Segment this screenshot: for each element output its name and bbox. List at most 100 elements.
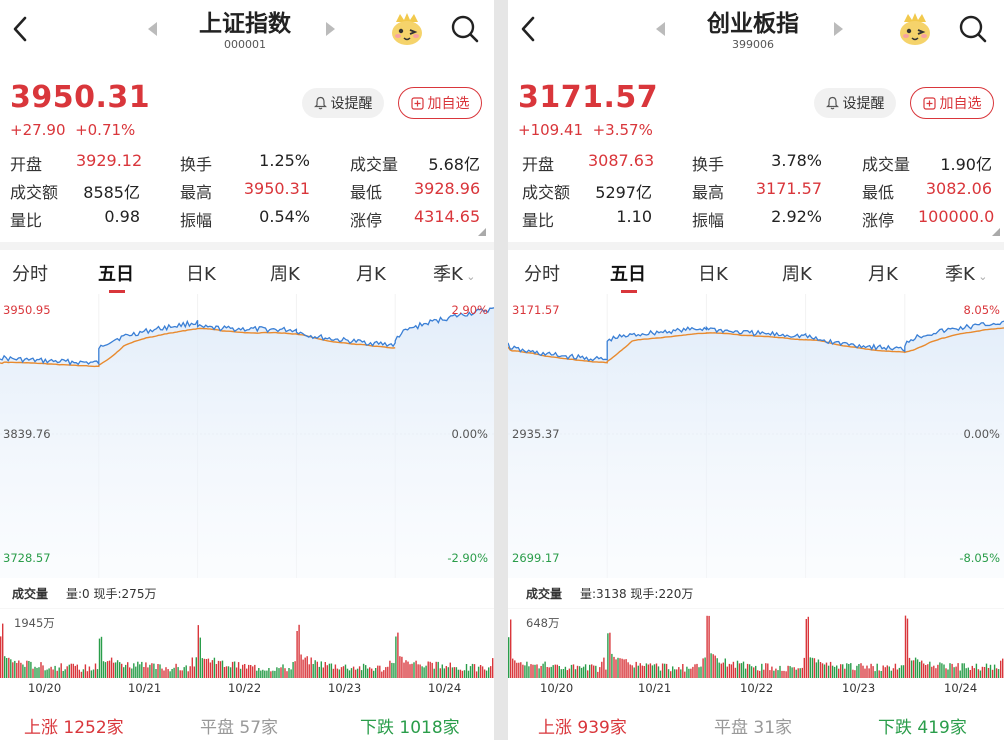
stat-value: 0.54% (259, 207, 310, 226)
price-chart[interactable]: 3171.57 2935.37 2699.17 8.05% 0.00% -8.0… (508, 294, 1004, 578)
price-chart-svg (508, 294, 1004, 578)
prev-index-arrow-icon[interactable] (148, 22, 157, 36)
tab-quarterly-k[interactable]: 季K ⌄ (945, 260, 988, 286)
stat-label: 振幅 (180, 211, 213, 230)
stat-label: 涨停 (350, 211, 383, 230)
stat-value: 3929.12 (76, 151, 143, 170)
stat-value: 3928.96 (414, 179, 481, 198)
mascot-icon[interactable] (388, 10, 426, 48)
price-chart-svg (0, 294, 494, 578)
tab-quarterly-k[interactable]: 季K ⌄ (433, 260, 476, 286)
pct-axis-top-label: 2.90% (451, 303, 488, 317)
divider (0, 242, 494, 250)
next-index-arrow-icon[interactable] (326, 22, 335, 36)
active-tab-indicator (109, 290, 125, 293)
stat-label: 量比 (10, 211, 43, 230)
price-chart[interactable]: 3950.95 3839.76 3728.57 2.90% 0.00% -2.9… (0, 294, 494, 578)
volume-chart[interactable]: 648万 (508, 607, 1004, 678)
expand-corner-icon[interactable] (992, 228, 1000, 236)
tab-daily-k[interactable]: 日K (698, 264, 728, 285)
stat-label: 换手 (180, 155, 213, 174)
unchanged-count: 平盘 57家 (200, 713, 278, 738)
unchanged-label: 平盘 (200, 718, 234, 738)
chevron-down-icon: ⌄ (974, 270, 988, 283)
change-percent: +0.71% (75, 121, 136, 139)
pct-axis-mid-label: 0.00% (963, 427, 1000, 441)
stats-row: 量比 0.98 振幅 0.54% 涨停 4314.65 (10, 205, 485, 233)
unchanged-value: 57家 (239, 718, 279, 738)
stat-label: 成交量 (862, 155, 911, 174)
stat-value: 3171.57 (755, 179, 822, 198)
date-label: 10/20 (540, 681, 574, 695)
volume-chart[interactable]: 1945万 (0, 607, 494, 678)
set-alert-label: 设提醒 (330, 96, 373, 112)
volume-label: 成交量 (526, 587, 563, 601)
date-label: 10/21 (638, 681, 672, 695)
header: 上证指数 000001 (0, 0, 494, 62)
prev-index-arrow-icon[interactable] (656, 22, 665, 36)
stat-value: 1.90亿 (940, 155, 992, 174)
pct-axis-top-label: 8.05% (963, 303, 1000, 317)
active-tab-indicator (621, 290, 637, 293)
set-alert-button[interactable]: 设提醒 (814, 88, 896, 118)
add-box-icon (410, 96, 424, 110)
search-icon[interactable] (958, 14, 988, 44)
index-panel-shanghai: 上证指数 000001 3950.31 +27.90 +0.71% 设提醒 加自… (0, 0, 494, 740)
stat-value: 3082.06 (925, 179, 992, 198)
advancers-label: 上涨 (24, 718, 58, 738)
mascot-icon[interactable] (896, 10, 934, 48)
tab-weekly-k[interactable]: 周K (270, 264, 300, 285)
advancers-count: 上涨 1252家 (24, 713, 124, 738)
pct-axis-bottom-label: -2.90% (447, 551, 488, 565)
tab-daily-k[interactable]: 日K (186, 264, 216, 285)
stat-value: 1.10 (616, 207, 652, 226)
date-label: 10/22 (740, 681, 774, 695)
volume-max-label: 1945万 (14, 616, 55, 630)
set-alert-button[interactable]: 设提醒 (302, 88, 384, 118)
volume-chart-svg (0, 607, 494, 678)
tab-five-day[interactable]: 五日 (610, 264, 646, 285)
add-watchlist-button[interactable]: 加自选 (398, 87, 482, 119)
tab-monthly-k[interactable]: 月K (356, 264, 386, 285)
y-axis-mid-label: 2935.37 (512, 427, 560, 441)
stat-value: 4314.65 (414, 207, 481, 226)
expand-corner-icon[interactable] (478, 228, 486, 236)
header: 创业板指 399006 (508, 0, 1004, 62)
y-axis-bottom-label: 3728.57 (3, 551, 51, 565)
stat-label: 开盘 (10, 155, 43, 174)
stat-label: 开盘 (522, 155, 555, 174)
volume-chart-svg (508, 607, 1004, 678)
y-axis-bottom-label: 2699.17 (512, 551, 560, 565)
stat-label: 振幅 (692, 211, 725, 230)
stats-row: 量比 1.10 振幅 2.92% 涨停 100000.0 (518, 205, 994, 233)
advancers-value: 1252家 (63, 718, 124, 738)
volume-max-label: 648万 (526, 616, 560, 630)
tab-intraday[interactable]: 分时 (12, 264, 48, 285)
decliners-value: 419家 (917, 718, 967, 738)
volume-info: 量:0 现手:275万 (66, 587, 157, 601)
pct-axis-bottom-label: -8.05% (959, 551, 1000, 565)
add-watchlist-label: 加自选 (427, 96, 470, 112)
tab-weekly-k[interactable]: 周K (782, 264, 812, 285)
stat-value: 2.92% (771, 207, 822, 226)
tab-five-day[interactable]: 五日 (98, 264, 134, 285)
tab-monthly-k[interactable]: 月K (868, 264, 898, 285)
stats-grid: 开盘 3087.63 换手 3.78% 成交量 1.90亿 成交额 5297亿 … (518, 149, 994, 233)
advancers-label: 上涨 (538, 718, 572, 738)
unchanged-value: 31家 (753, 718, 793, 738)
tab-intraday[interactable]: 分时 (524, 264, 560, 285)
chevron-down-icon: ⌄ (462, 270, 476, 283)
price-change: +27.90 +0.71% (10, 121, 135, 139)
stat-value: 0.98 (104, 207, 140, 226)
add-watchlist-button[interactable]: 加自选 (910, 87, 994, 119)
price-change: +109.41 +3.57% (518, 121, 653, 139)
volume-header: 成交量 量:0 现手:275万 (12, 585, 156, 602)
index-panel-chinext: 创业板指 399006 3171.57 +109.41 +3.57% 设提醒 加… (508, 0, 1004, 740)
next-index-arrow-icon[interactable] (834, 22, 843, 36)
change-value: +109.41 (518, 121, 584, 139)
current-price: 3171.57 (518, 80, 659, 115)
search-icon[interactable] (450, 14, 480, 44)
date-label: 10/21 (128, 681, 162, 695)
back-arrow-icon[interactable] (516, 14, 542, 44)
back-arrow-icon[interactable] (8, 14, 34, 44)
